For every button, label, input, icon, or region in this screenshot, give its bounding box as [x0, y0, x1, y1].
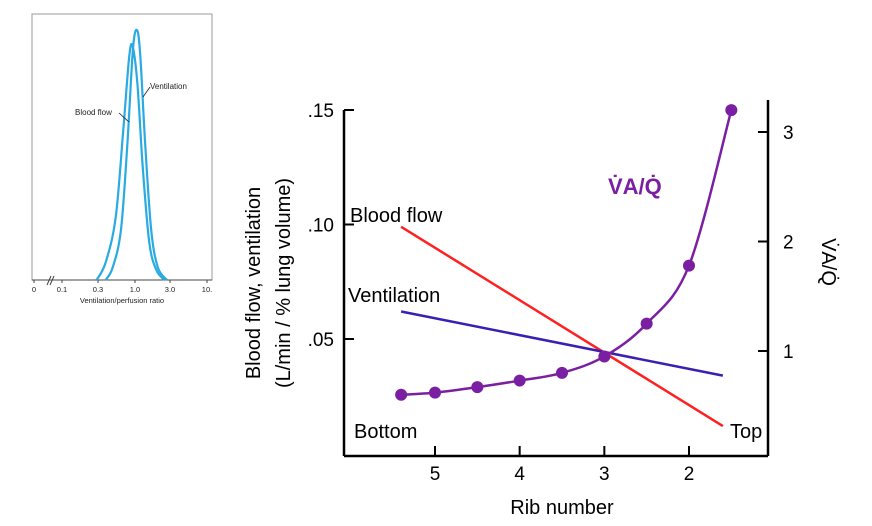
- x-tick-label: 2: [684, 464, 695, 485]
- inset-axis-break-mark: [49, 275, 55, 286]
- inset-x-tick-label: 0.3: [93, 285, 103, 294]
- y-axis-title-line2: (L/min / % lung volume): [273, 178, 295, 388]
- right-y-tick-label: 1: [783, 342, 794, 363]
- series-vaq-point: [640, 317, 653, 330]
- inset-x-tick-label: 1.0: [130, 285, 140, 294]
- inset-ventilation-leader: [142, 86, 151, 98]
- label-top: Top: [730, 421, 762, 443]
- series-vaq-point: [429, 386, 441, 399]
- inset-x-axis-title: Ventilation/perfusion ratio: [80, 296, 164, 305]
- series-vaq-point: [598, 350, 611, 363]
- series-vaq-point: [395, 388, 408, 401]
- label-bottom: Bottom: [354, 421, 417, 443]
- x-tick-label: 3: [599, 464, 610, 485]
- inset-series-ventilation-line: [104, 28, 168, 281]
- inset-axis-break-mark: [46, 275, 52, 286]
- right-axis-title: V̇A/Q̇: [817, 238, 839, 286]
- label-ventilation: Ventilation: [348, 285, 440, 307]
- right-y-tick-label: 3: [783, 123, 794, 144]
- main-chart: 5 4 3 2 .05 .10 .15 1 2 3 Blood flow, ventilation…: [243, 100, 839, 519]
- inset-x-tick-label: 0.1: [57, 285, 67, 294]
- inset-x-tick-label: 0: [32, 285, 36, 294]
- inset-blood-flow-leader: [118, 112, 130, 123]
- series-blood-flow-line: [400, 225, 724, 428]
- right-y-tick-label: 2: [783, 233, 794, 254]
- x-tick-label: 4: [514, 464, 525, 485]
- series-vaq-point: [513, 374, 526, 387]
- inset-label-blood-flow: Blood flow: [75, 108, 112, 117]
- series-vaq-point: [556, 366, 568, 379]
- series-vaq-point: [471, 381, 484, 394]
- inset-x-tick-label: 3.0: [165, 285, 175, 294]
- series-ventilation-line: [400, 310, 724, 377]
- x-axis-title: Rib number: [510, 497, 614, 519]
- inset-chart: 0 0.1 0.3 1.0 3.0 10. Blood flow Ventilation …: [31, 13, 213, 305]
- y-axis-title-line1: Blood flow, ventilation: [243, 187, 265, 379]
- series-vaq-point: [683, 259, 695, 272]
- y-tick-label: .15: [308, 101, 334, 122]
- inset-x-tick-label: 10.: [202, 285, 212, 294]
- label-vaq: V̇A/Q̇: [608, 174, 662, 199]
- y-tick-label: .05: [308, 330, 334, 351]
- label-blood-flow: Blood flow: [350, 205, 443, 227]
- x-tick-label: 5: [430, 464, 441, 485]
- series-vaq-line: [401, 109, 733, 397]
- y-tick-label: .10: [308, 216, 334, 237]
- series-vaq-point: [725, 104, 738, 117]
- inset-label-ventilation: Ventilation: [150, 82, 187, 91]
